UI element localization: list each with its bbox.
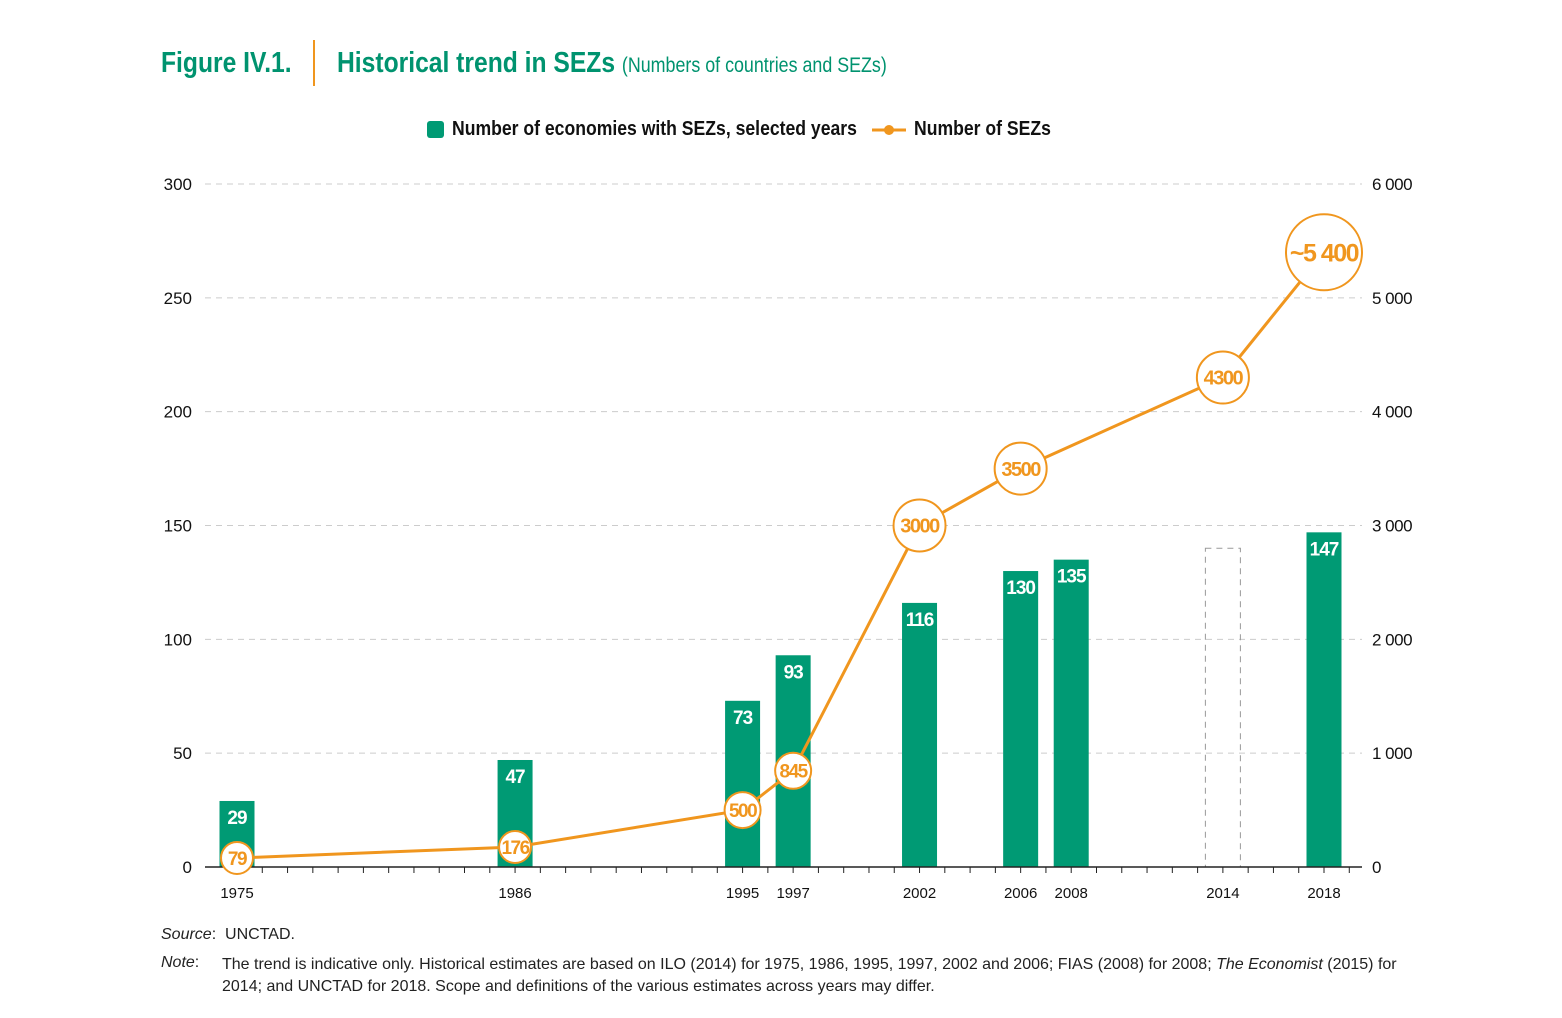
left-tick-label: 150 — [164, 517, 192, 536]
bar-label: 135 — [1057, 567, 1087, 588]
source-note: Source: UNCTAD. — [161, 926, 295, 943]
legend: Number of economies with SEZs, selected … — [427, 118, 1070, 141]
bar-label: 130 — [1006, 578, 1035, 599]
line-point-1975 — [220, 841, 254, 876]
note: Note: The trend is indicative only. Hist… — [161, 954, 1397, 995]
figure-number: Figure IV.1. — [161, 46, 292, 79]
chart-title-main: Historical trend in SEZs — [337, 46, 616, 79]
source-label: Source — [161, 926, 212, 943]
bar-2002 — [902, 602, 938, 867]
bar-2006 — [1003, 571, 1039, 867]
note-italic: The Economist — [1216, 956, 1323, 973]
line-point-1997 — [774, 751, 813, 790]
x-tick-label: 1995 — [726, 885, 759, 902]
left-tick-label: 0 — [183, 858, 192, 877]
figure-title: Figure IV.1. Historical trend in SEZs (N… — [161, 40, 984, 86]
left-tick-label: 300 — [164, 175, 192, 194]
left-tick-label: 200 — [164, 403, 192, 422]
bar-label: 29 — [227, 808, 247, 829]
note-text-line2: 2014; and UNCTAD for 2018. Scope and def… — [222, 978, 935, 995]
line-label: 500 — [729, 801, 757, 822]
right-tick-label: 0 — [1372, 858, 1381, 877]
line-label: 3500 — [1001, 459, 1041, 481]
note-text-2: (2015) for — [1322, 956, 1397, 973]
x-tick-label: 2014 — [1206, 885, 1239, 902]
line-label: ~5 400 — [1290, 239, 1359, 267]
right-tick-label: 6 000 — [1372, 175, 1412, 194]
title-divider — [313, 40, 315, 86]
right-tick-label: 1 000 — [1372, 744, 1412, 763]
line-label: 4300 — [1204, 368, 1244, 390]
legend-bar-label: Number of economies with SEZs, selected … — [452, 118, 857, 140]
bar-label: 116 — [906, 610, 934, 631]
bar-label: 147 — [1310, 539, 1339, 560]
line-label: 3000 — [900, 516, 940, 538]
bar-dashed-2014 — [1204, 547, 1241, 868]
x-tick-label: 1997 — [776, 885, 809, 902]
x-tick-label: 2008 — [1055, 885, 1088, 902]
line-label: 845 — [780, 762, 809, 783]
line-label: 176 — [501, 838, 529, 859]
source-text: UNCTAD. — [225, 926, 295, 943]
line-label: 79 — [228, 849, 247, 870]
bar-1995 — [725, 700, 761, 867]
legend-line-label: Number of SEZs — [914, 118, 1052, 140]
right-tick-label: 3 000 — [1372, 517, 1412, 536]
note-text: The trend is indicative only. Historical… — [222, 956, 1217, 973]
bar-2018 — [1306, 532, 1342, 867]
x-tick-label: 2018 — [1307, 885, 1340, 902]
x-tick-label: 2002 — [903, 885, 936, 902]
bar-label: 93 — [784, 662, 804, 683]
left-tick-label: 50 — [173, 744, 192, 763]
right-tick-label: 4 000 — [1372, 403, 1412, 422]
line-point-2018 — [1285, 213, 1363, 292]
chart-subtitle: (Numbers of countries and SEZs) — [621, 53, 887, 77]
note-label: Note — [161, 954, 195, 971]
line-point-1995 — [723, 791, 762, 830]
right-tick-label: 5 000 — [1372, 289, 1412, 308]
left-tick-label: 100 — [164, 630, 192, 649]
right-tick-label: 2 000 — [1372, 630, 1412, 649]
legend-line-swatch — [872, 124, 907, 135]
x-tick-label: 2006 — [1004, 885, 1037, 902]
sez-line — [236, 251, 1326, 860]
line-point-2002 — [892, 498, 947, 553]
chart-title: Historical trend in SEZs (Numbers of cou… — [337, 47, 887, 80]
line-point-2006 — [993, 441, 1048, 496]
bar-label: 73 — [733, 708, 753, 729]
x-tick-label: 1986 — [498, 885, 531, 902]
line-point-1986 — [498, 829, 533, 864]
line-point-2014 — [1195, 350, 1250, 405]
bar-2008 — [1053, 559, 1089, 867]
left-tick-label: 250 — [164, 289, 192, 308]
legend-bar-swatch — [427, 121, 444, 138]
x-tick-label: 1975 — [220, 885, 253, 902]
bar-label: 47 — [505, 767, 525, 788]
